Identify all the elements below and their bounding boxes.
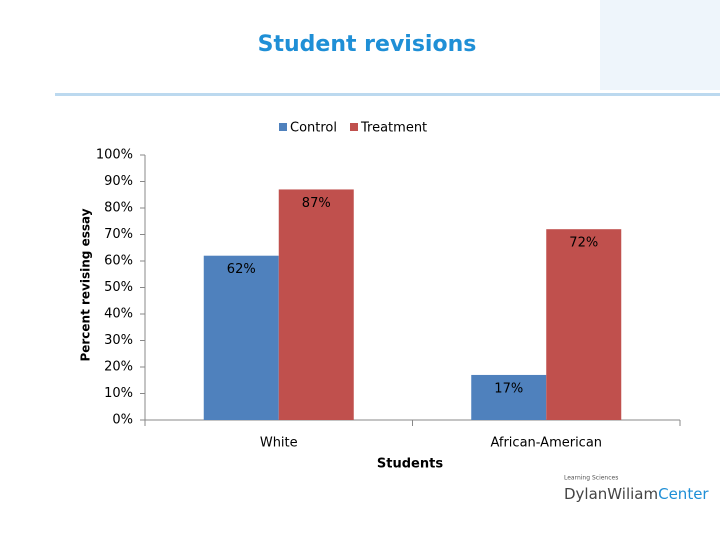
chart-title: Student revisions bbox=[258, 32, 477, 57]
logo-name-2: Center bbox=[658, 485, 709, 503]
legend-label: Treatment bbox=[360, 121, 427, 136]
y-tick-label: 100% bbox=[96, 148, 133, 163]
y-tick-label: 70% bbox=[104, 227, 133, 242]
x-tick-label: African-American bbox=[490, 436, 602, 451]
y-tick-label: 50% bbox=[104, 280, 133, 295]
x-tick-label: White bbox=[260, 436, 298, 451]
y-axis-label: Percent revising essay bbox=[79, 208, 93, 361]
title-rule bbox=[55, 93, 720, 96]
logo-name: DylanWiliamCenter bbox=[564, 485, 709, 503]
value-label: 62% bbox=[227, 262, 256, 277]
decoration bbox=[600, 0, 720, 90]
y-tick-label: 40% bbox=[104, 307, 133, 322]
legend-swatch bbox=[279, 123, 287, 131]
value-label: 72% bbox=[569, 236, 598, 251]
logo-small: Learning Sciences bbox=[564, 475, 618, 482]
y-tick-label: 10% bbox=[104, 386, 133, 401]
value-label: 87% bbox=[302, 196, 331, 211]
y-tick-label: 90% bbox=[104, 174, 133, 189]
y-tick-label: 60% bbox=[104, 254, 133, 269]
bar bbox=[471, 374, 547, 420]
bar bbox=[203, 255, 279, 420]
y-tick-label: 30% bbox=[104, 333, 133, 348]
y-tick-label: 80% bbox=[104, 201, 133, 216]
x-axis-label: Students bbox=[377, 457, 443, 472]
bar bbox=[278, 189, 354, 420]
bar bbox=[546, 229, 622, 420]
value-label: 17% bbox=[494, 381, 523, 396]
legend-swatch bbox=[350, 123, 358, 131]
legend-label: Control bbox=[290, 121, 337, 136]
logo-name-1: DylanWiliam bbox=[564, 485, 658, 503]
y-tick-label: 20% bbox=[104, 360, 133, 375]
y-tick-label: 0% bbox=[112, 413, 133, 428]
